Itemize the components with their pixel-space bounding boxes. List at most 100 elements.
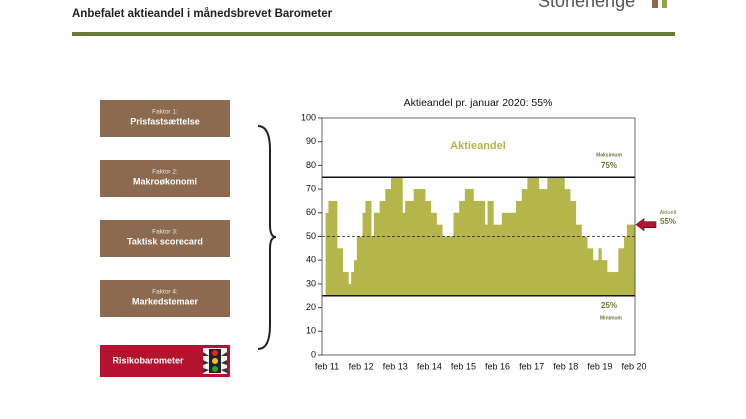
area-step <box>467 189 471 296</box>
area-step <box>325 212 329 296</box>
y-tick-label: 0 <box>311 349 316 359</box>
area-step <box>427 200 432 296</box>
area-step <box>413 189 417 296</box>
area-step <box>587 248 591 296</box>
area-step <box>422 189 426 296</box>
area-step <box>382 200 386 296</box>
area-step <box>379 200 383 296</box>
factor-name: Prisfastsættelse <box>130 116 200 126</box>
area-step <box>624 236 628 296</box>
x-tick-label: feb 13 <box>383 361 408 371</box>
area-step <box>524 189 528 296</box>
area-step <box>575 224 579 296</box>
area-step <box>626 224 631 296</box>
area-step <box>595 260 599 296</box>
area-step <box>354 260 358 296</box>
area-step <box>436 224 440 296</box>
y-tick-label: 20 <box>306 302 316 312</box>
x-tick-label: feb 20 <box>621 361 646 371</box>
area-step <box>388 189 392 296</box>
area-step <box>629 224 633 296</box>
area-step <box>345 272 349 296</box>
x-tick-label: feb 14 <box>417 361 442 371</box>
area-step <box>632 224 636 296</box>
area-step <box>464 189 469 296</box>
max-value-label: 75% <box>601 161 617 170</box>
min-value-label: 25% <box>601 301 617 310</box>
area-step <box>393 177 398 296</box>
area-step <box>530 177 534 296</box>
area-step <box>439 224 443 296</box>
area-step <box>362 212 366 296</box>
area-step <box>578 224 582 296</box>
area-step <box>328 200 332 296</box>
y-tick-label: 10 <box>306 326 316 336</box>
area-step <box>365 200 369 296</box>
area-step <box>558 177 562 296</box>
area-step <box>544 189 548 296</box>
max-label: Maksimum <box>596 152 622 158</box>
factor-box <box>100 220 230 257</box>
y-tick-label: 40 <box>306 255 316 265</box>
area-step <box>592 260 597 296</box>
area-step <box>504 212 508 296</box>
logo-icon <box>652 0 658 8</box>
factor-label: Faktor 2: <box>152 169 178 176</box>
series-label: Aktieandel <box>450 140 506 152</box>
area-step <box>444 236 449 296</box>
area-step <box>476 200 480 296</box>
min-label: Minimum <box>600 315 622 321</box>
area-step <box>621 248 625 296</box>
chart-title: Aktieandel pr. januar 2020: 55% <box>404 97 553 109</box>
y-tick-label: 70 <box>306 183 316 193</box>
area-step <box>336 248 341 296</box>
area-step <box>493 224 497 296</box>
area-step <box>433 212 437 296</box>
brace <box>257 125 277 350</box>
current-label: Aktuelt <box>660 210 677 216</box>
area-step <box>450 236 454 296</box>
area-step <box>601 260 605 296</box>
area-step <box>510 212 514 296</box>
traffic-light <box>203 348 227 374</box>
area-step <box>373 212 378 296</box>
area-step <box>473 200 477 296</box>
area-step <box>462 200 466 296</box>
area-step <box>405 200 409 296</box>
area-step <box>459 200 463 296</box>
area-step <box>470 189 474 296</box>
area-step <box>498 224 503 296</box>
area-step <box>572 200 577 296</box>
area-step <box>402 212 406 296</box>
y-tick-label: 60 <box>306 207 316 217</box>
y-tick-label: 30 <box>306 278 316 288</box>
area-step <box>342 272 346 296</box>
area-step <box>419 189 423 296</box>
x-tick-label: feb 11 <box>315 361 339 371</box>
current-value-label: 55% <box>660 217 676 226</box>
area-step <box>425 200 429 296</box>
factor-box <box>100 100 230 137</box>
area-step <box>490 200 494 296</box>
area-step <box>479 200 483 296</box>
area-step <box>368 200 372 296</box>
logo-icon <box>662 0 667 8</box>
factor-box <box>100 280 230 317</box>
area-step <box>615 272 619 296</box>
y-tick-label: 90 <box>306 136 316 146</box>
area-step <box>408 200 412 296</box>
factor-name: Makroøkonomi <box>133 176 197 186</box>
area-step <box>430 212 434 296</box>
area-step <box>612 272 616 296</box>
area-step <box>564 189 568 296</box>
area-step <box>376 212 380 296</box>
area-step <box>487 200 491 296</box>
area-step <box>550 177 554 296</box>
area-step <box>518 200 523 296</box>
area-step <box>541 189 545 296</box>
x-tick-label: feb 16 <box>485 361 510 371</box>
area-step <box>385 189 389 296</box>
factor-name: Taktisk scorecard <box>127 236 203 246</box>
header-rule <box>72 32 675 36</box>
